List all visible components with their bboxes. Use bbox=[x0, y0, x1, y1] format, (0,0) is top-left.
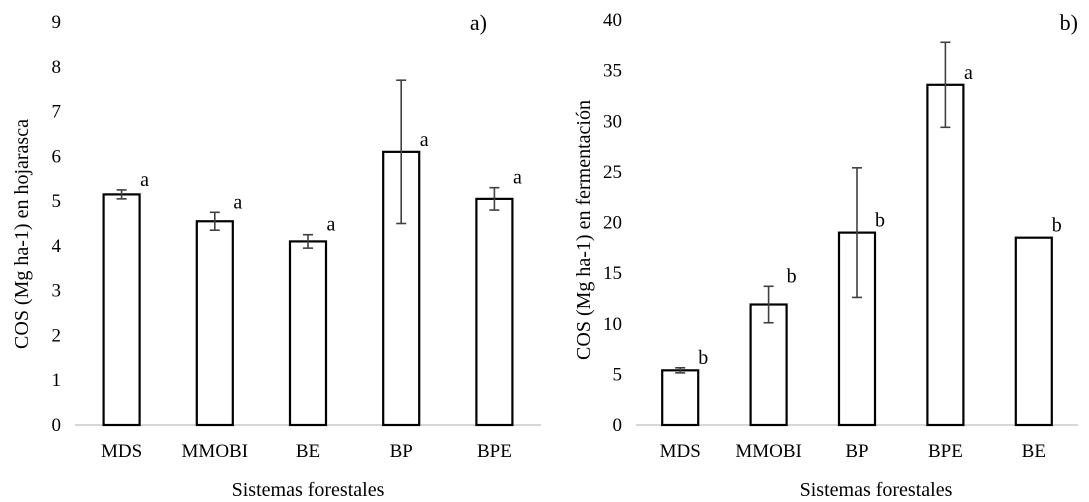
y-tick-label: 10 bbox=[603, 314, 622, 335]
panel-label: b) bbox=[1060, 10, 1078, 35]
x-tick-label: MDS bbox=[660, 441, 701, 462]
x-tick-label: MMOBI bbox=[182, 441, 249, 462]
x-tick-label: MDS bbox=[101, 441, 142, 462]
panel-label: a) bbox=[470, 10, 487, 35]
significance-label: a bbox=[140, 169, 149, 191]
chart-panel-a: COS (Mg ha-1) en hojarasca Sistemas fore… bbox=[11, 10, 541, 501]
significance-label: a bbox=[513, 167, 522, 189]
significance-label: a bbox=[964, 62, 973, 84]
significance-label: b bbox=[698, 347, 708, 369]
y-tick-label: 30 bbox=[603, 111, 622, 132]
x-tick-label: BP bbox=[845, 441, 868, 462]
x-tick-label: MMOBI bbox=[735, 441, 802, 462]
bar-bpe bbox=[926, 83, 965, 427]
y-tick-label: 8 bbox=[52, 57, 62, 78]
y-tick-label: 0 bbox=[613, 415, 623, 436]
bar-mmobi bbox=[195, 220, 234, 427]
y-tick-label: 0 bbox=[52, 415, 62, 436]
y-tick-label: 5 bbox=[52, 191, 62, 212]
y-tick-label: 4 bbox=[52, 236, 62, 257]
x-tick-label: BE bbox=[1022, 441, 1046, 462]
significance-label: a bbox=[327, 214, 336, 236]
bar-mds bbox=[661, 369, 700, 427]
x-tick-label: BE bbox=[296, 441, 320, 462]
bar-be bbox=[1014, 236, 1053, 427]
x-tick-label: BPE bbox=[477, 441, 512, 462]
y-tick-label: 1 bbox=[52, 370, 62, 391]
y-tick-label: 2 bbox=[52, 325, 62, 346]
y-tick-label: 9 bbox=[52, 12, 62, 33]
x-axis-label: Sistemas forestales bbox=[800, 479, 953, 501]
y-tick-label: 20 bbox=[603, 213, 622, 234]
bar-bpe bbox=[475, 197, 514, 427]
chart-panel-b: COS (Mg ha-1) en fermentación Sistemas f… bbox=[573, 10, 1078, 501]
x-axis-label: Sistemas forestales bbox=[232, 479, 385, 501]
significance-label: b bbox=[875, 210, 885, 232]
y-tick-label: 40 bbox=[603, 10, 622, 31]
bar-mmobi bbox=[749, 303, 788, 427]
y-tick-label: 35 bbox=[603, 61, 622, 82]
y-tick-label: 5 bbox=[613, 364, 623, 385]
bar-mds bbox=[102, 193, 141, 427]
x-tick-label: BP bbox=[390, 441, 413, 462]
significance-label: b bbox=[1052, 215, 1062, 237]
y-tick-label: 3 bbox=[52, 281, 62, 302]
y-tick-label: 7 bbox=[52, 102, 62, 123]
y-axis-label: COS (Mg ha-1) en fermentación bbox=[573, 100, 595, 360]
significance-label: a bbox=[420, 129, 429, 151]
x-tick-label: BPE bbox=[928, 441, 963, 462]
y-tick-label: 6 bbox=[52, 146, 62, 167]
significance-label: b bbox=[787, 265, 797, 287]
y-tick-label: 15 bbox=[603, 263, 622, 284]
significance-label: a bbox=[233, 191, 242, 213]
y-axis-label: COS (Mg ha-1) en hojarasca bbox=[11, 119, 33, 349]
bar-be bbox=[288, 240, 328, 427]
y-tick-label: 25 bbox=[603, 162, 622, 183]
